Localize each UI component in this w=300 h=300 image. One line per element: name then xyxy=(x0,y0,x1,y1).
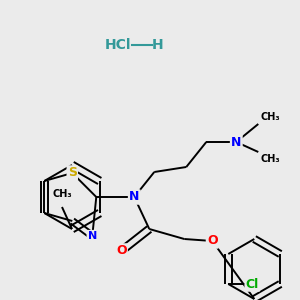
Text: H: H xyxy=(152,38,164,52)
Text: N: N xyxy=(231,136,242,148)
Text: Cl: Cl xyxy=(246,278,259,290)
Text: N: N xyxy=(129,190,140,203)
Text: CH₃: CH₃ xyxy=(52,189,72,199)
Text: O: O xyxy=(116,244,127,257)
Text: CH₃: CH₃ xyxy=(260,154,280,164)
Text: CH₃: CH₃ xyxy=(260,112,280,122)
Text: O: O xyxy=(207,235,217,248)
Text: N: N xyxy=(88,231,97,241)
Text: HCl: HCl xyxy=(105,38,131,52)
Text: S: S xyxy=(68,167,77,179)
